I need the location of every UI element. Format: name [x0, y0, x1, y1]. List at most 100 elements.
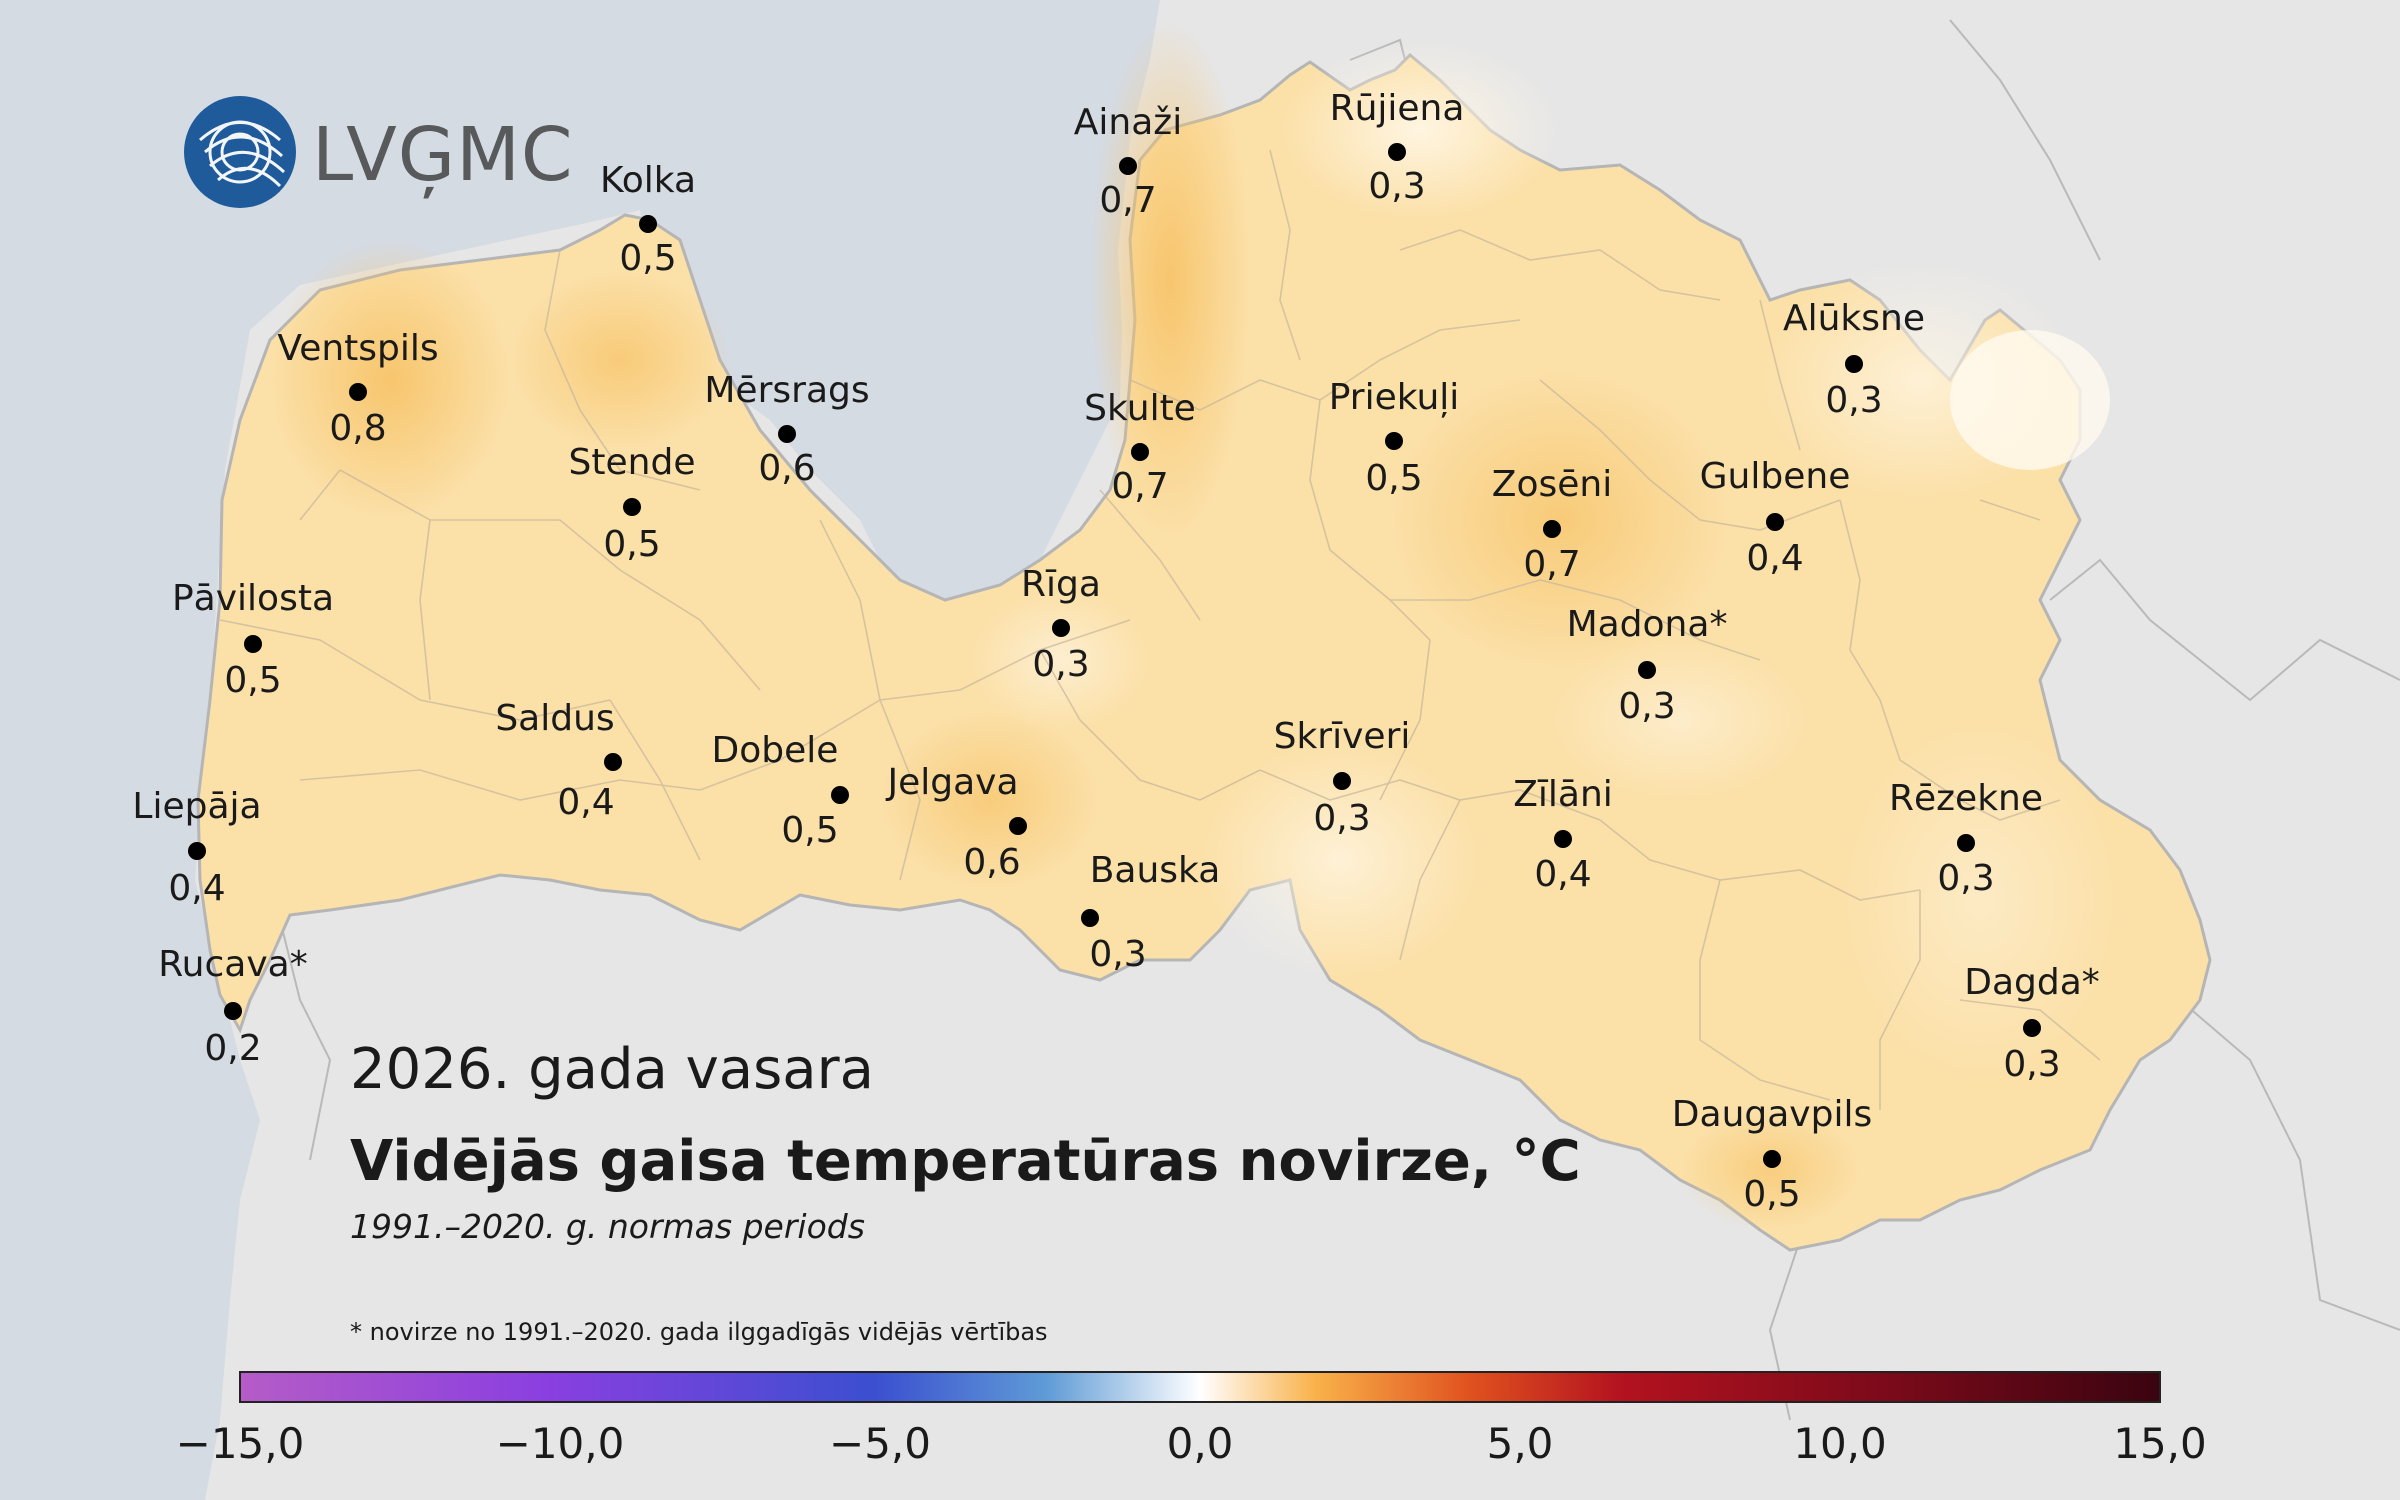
station-value: 0,3	[1618, 686, 1675, 727]
station-dot	[639, 215, 657, 233]
station-dot	[1763, 1150, 1781, 1168]
season-title: 2026. gada vasara	[350, 1037, 874, 1102]
station-rūjiena: Rūjiena 0,3	[1330, 88, 1465, 207]
station-value: 0,3	[1368, 166, 1425, 207]
station-priekuļi: Priekuļi 0,5	[1329, 377, 1460, 499]
station-name: Gulbene	[1700, 456, 1851, 497]
station-name: Ventspils	[277, 328, 438, 369]
station-name: Skrīveri	[1274, 716, 1411, 757]
station-rucava: Rucava* 0,2	[158, 944, 307, 1069]
station-value: 0,4	[168, 868, 225, 909]
station-dot	[831, 786, 849, 804]
station-dot	[778, 425, 796, 443]
station-value: 0,3	[1937, 858, 1994, 899]
station-dot	[604, 753, 622, 771]
station-dot	[1052, 619, 1070, 637]
station-dot	[224, 1002, 242, 1020]
footnote: * novirze no 1991.–2020. gada ilggadīgās…	[350, 1318, 1048, 1346]
station-name: Liepāja	[132, 786, 261, 827]
station-name: Skulte	[1084, 388, 1196, 429]
station-name: Stende	[569, 442, 696, 483]
station-dot	[1638, 661, 1656, 679]
station-name: Rucava*	[158, 944, 307, 985]
station-dot	[1081, 909, 1099, 927]
station-liepāja: Liepāja 0,4	[132, 786, 261, 909]
station-value: 0,3	[2003, 1044, 2060, 1085]
station-kolka: Kolka 0,5	[600, 160, 696, 279]
colorbar-tick-label: −15,0	[176, 1419, 305, 1468]
station-daugavpils: Daugavpils 0,5	[1672, 1094, 1872, 1215]
colorbar-ticks: −15,0 −10,0 −5,0 0,0 5,0 10,0 15,0	[176, 1419, 2207, 1468]
colorbar-tick-label: −5,0	[829, 1419, 931, 1468]
colorbar-tick-label: −10,0	[496, 1419, 625, 1468]
station-name: Daugavpils	[1672, 1094, 1872, 1135]
station-value: 0,5	[781, 810, 838, 851]
station-name: Dobele	[712, 730, 839, 771]
station-dot	[1554, 830, 1572, 848]
station-value: 0,7	[1099, 180, 1156, 221]
logo-emblem-icon	[184, 96, 296, 208]
neighbor-borders	[279, 19, 2400, 1421]
station-dot	[2023, 1019, 2041, 1037]
station-dot	[1388, 143, 1406, 161]
station-value: 0,5	[1365, 458, 1422, 499]
station-dot	[1957, 834, 1975, 852]
station-name: Rūjiena	[1330, 88, 1465, 129]
station-value: 0,5	[619, 238, 676, 279]
station-value: 0,3	[1089, 934, 1146, 975]
station-name: Mērsrags	[704, 370, 869, 411]
logo-text: LVĢMC	[312, 112, 574, 199]
station-dot	[1131, 443, 1149, 461]
station-gulbene: Gulbene 0,4	[1700, 456, 1851, 579]
colorbar-tick-label: 10,0	[1793, 1419, 1887, 1468]
station-value: 0,2	[204, 1028, 261, 1069]
station-markers: Kolka 0,5 Ainaži 0,7 Rūjiena 0,3 Ventspils 0,8 M…	[132, 88, 2099, 1215]
colorbar-tick-label: 0,0	[1167, 1419, 1234, 1468]
station-dot	[1543, 520, 1561, 538]
station-value: 0,7	[1523, 544, 1580, 585]
station-bauska: Bauska 0,3	[1081, 850, 1220, 975]
station-dot	[349, 383, 367, 401]
station-dot	[623, 498, 641, 516]
station-ventspils: Ventspils 0,8	[277, 328, 438, 449]
station-alūksne: Alūksne 0,3	[1783, 298, 1925, 421]
station-zosēni: Zosēni 0,7	[1492, 464, 1612, 585]
station-name: Madona*	[1567, 604, 1728, 645]
station-name: Alūksne	[1783, 298, 1925, 339]
station-saldus: Saldus 0,4	[495, 698, 622, 823]
station-dot	[1119, 157, 1137, 175]
station-value: 0,5	[224, 660, 281, 701]
station-name: Zīlāni	[1513, 774, 1613, 815]
station-dot	[1009, 817, 1027, 835]
station-value: 0,3	[1825, 380, 1882, 421]
station-dot	[244, 635, 262, 653]
station-name: Kolka	[600, 160, 696, 201]
station-value: 0,4	[557, 782, 614, 823]
station-rēzekne: Rēzekne 0,3	[1889, 778, 2043, 899]
station-skrīveri: Skrīveri 0,3	[1274, 716, 1411, 839]
station-value: 0,6	[758, 448, 815, 489]
colorbar-tick-label: 15,0	[2113, 1419, 2207, 1468]
station-name: Saldus	[495, 698, 614, 739]
station-dobele: Dobele 0,5	[712, 730, 849, 851]
station-value: 0,7	[1111, 466, 1168, 507]
station-name: Bauska	[1090, 850, 1221, 891]
station-value: 0,4	[1534, 854, 1591, 895]
station-name: Ainaži	[1074, 102, 1182, 143]
station-value: 0,4	[1746, 538, 1803, 579]
station-dot	[1766, 513, 1784, 531]
station-name: Zosēni	[1492, 464, 1612, 505]
colorbar	[239, 1371, 2161, 1403]
station-dot	[1385, 432, 1403, 450]
municipal-borders	[219, 149, 2101, 1110]
station-madona: Madona* 0,3	[1567, 604, 1728, 727]
station-name: Rēzekne	[1889, 778, 2043, 819]
station-mērsrags: Mērsrags 0,6	[704, 370, 869, 489]
station-name: Rīga	[1021, 564, 1101, 605]
colorbar-tick-label: 5,0	[1487, 1419, 1554, 1468]
station-zīlāni: Zīlāni 0,4	[1513, 774, 1613, 895]
station-name: Jelgava	[885, 762, 1018, 803]
station-rīga: Rīga 0,3	[1021, 564, 1101, 685]
anomaly-shading	[270, 20, 2120, 1230]
